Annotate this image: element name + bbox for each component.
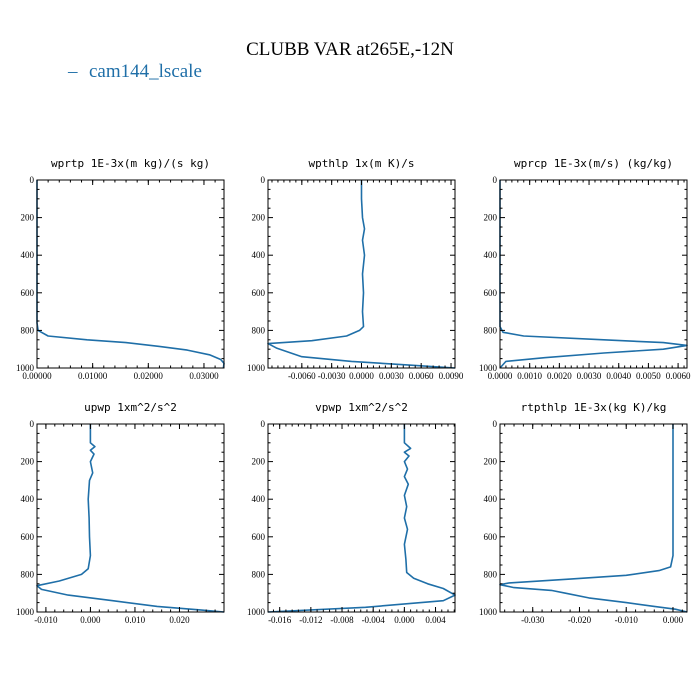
y-tick-label: 0	[261, 419, 266, 429]
x-tick-label: -0.016	[268, 615, 292, 625]
x-tick-label: -0.0060	[288, 371, 316, 381]
panel-1: wprtp 1E-3x(m kg)/(s kg) 0 200 400 600 800 100…	[16, 157, 225, 381]
panel-2: wpthlp 1x(m K)/s 0 200 400 600 800 1000 -0.0060…	[247, 157, 464, 381]
y-tick-label: 400	[484, 494, 498, 504]
x-tick-label: 0.0000	[488, 371, 513, 381]
x-tick-label: -0.004	[362, 615, 386, 625]
figure-title: CLUBB VAR at265E,-12N	[246, 39, 454, 60]
y-tick-label: 200	[252, 457, 266, 467]
legend: – cam144_lscale	[67, 61, 202, 82]
panel-3: wprcp 1E-3x(m/s) (kg/kg) 0 200 400 600 800 100…	[479, 157, 691, 381]
series-line	[36, 424, 225, 613]
y-tick-label: 1000	[479, 363, 498, 373]
y-tick-label: 800	[252, 569, 266, 579]
y-tick-label: 200	[484, 213, 498, 223]
series-line	[267, 424, 456, 613]
y-tick-label: 400	[252, 494, 266, 504]
y-tick-label: 600	[484, 532, 498, 542]
y-tick-label: 800	[21, 569, 35, 579]
y-tick-label: 0	[30, 419, 35, 429]
panel-title: rtpthlp 1E-3x(kg K)/kg	[521, 401, 667, 414]
x-tick-label: -0.030	[521, 615, 545, 625]
x-tick-label: 0.0000	[349, 371, 374, 381]
y-tick-label: 600	[484, 288, 498, 298]
panel-title: wprtp 1E-3x(m kg)/(s kg)	[51, 157, 210, 170]
x-tick-label: 0.0060	[666, 371, 691, 381]
x-tick-label: 0.03000	[189, 371, 219, 381]
y-tick-label: 1000	[16, 607, 35, 617]
y-tick-label: 800	[484, 325, 498, 335]
y-tick-label: 200	[484, 457, 498, 467]
y-tick-label: 600	[21, 532, 35, 542]
y-tick-label: 800	[252, 325, 266, 335]
x-tick-label: 0.0090	[439, 371, 464, 381]
x-tick-label: 0.0010	[517, 371, 542, 381]
y-tick-label: 0	[493, 419, 498, 429]
x-tick-label: -0.010	[615, 615, 639, 625]
x-tick-label: 0.004	[425, 615, 446, 625]
y-tick-label: 0	[261, 175, 266, 185]
series-line	[36, 180, 225, 369]
plot-frame	[36, 179, 225, 369]
plot-frame	[36, 423, 225, 613]
x-tick-label: 0.01000	[78, 371, 108, 381]
x-tick-label: 0.020	[169, 615, 190, 625]
panel-5: vpwp 1xm^2/s^2 0 200 400 600 800 1000-0.016 -0.…	[247, 401, 456, 625]
x-tick-label: 0.0040	[606, 371, 631, 381]
x-tick-label: 0.0050	[636, 371, 661, 381]
panel-4: upwp 1xm^2/s^2 0 200 400 600 800 1000-0.010 0.0…	[16, 401, 225, 625]
x-tick-label: -0.012	[299, 615, 322, 625]
series-line	[267, 180, 456, 369]
y-tick-label: 0	[493, 175, 498, 185]
y-tick-label: 200	[21, 213, 35, 223]
y-tick-label: 400	[484, 250, 498, 260]
y-tick-label: 800	[484, 569, 498, 579]
y-tick-label: 400	[21, 494, 35, 504]
y-tick-label: 1000	[16, 363, 35, 373]
x-tick-label: 0.00000	[22, 371, 52, 381]
series-line	[499, 180, 688, 369]
x-tick-label: -0.010	[34, 615, 58, 625]
panel-grid: wprtp 1E-3x(m kg)/(s kg) 0 200 400 600 800 100…	[16, 157, 691, 625]
x-tick-label: -0.020	[568, 615, 592, 625]
series-line	[499, 424, 688, 613]
y-tick-label: 600	[21, 288, 35, 298]
panel-title: upwp 1xm^2/s^2	[84, 401, 177, 414]
panel-title: wprcp 1E-3x(m/s) (kg/kg)	[514, 157, 673, 170]
panel-title: vpwp 1xm^2/s^2	[315, 401, 408, 414]
y-tick-label: 200	[252, 213, 266, 223]
x-tick-label: -0.008	[330, 615, 354, 625]
y-tick-label: 600	[252, 532, 266, 542]
x-tick-label: 0.0030	[379, 371, 404, 381]
panel-title: wpthlp 1x(m K)/s	[309, 157, 415, 170]
panel-6: rtpthlp 1E-3x(kg K)/kg 0 200 400 600 800 1000 -…	[479, 401, 688, 625]
x-tick-label: 0.0060	[409, 371, 434, 381]
y-tick-label: 400	[252, 250, 266, 260]
x-tick-label: -0.0030	[318, 371, 346, 381]
y-tick-label: 0	[30, 175, 35, 185]
y-tick-label: 1000	[479, 607, 498, 617]
x-tick-label: 0.02000	[134, 371, 164, 381]
x-tick-label: 0.000	[80, 615, 101, 625]
y-tick-label: 200	[21, 457, 35, 467]
y-tick-label: 1000	[247, 363, 266, 373]
y-tick-label: 1000	[247, 607, 266, 617]
y-tick-label: 600	[252, 288, 266, 298]
x-tick-label: 0.0020	[547, 371, 572, 381]
plot-frame	[499, 423, 688, 613]
y-tick-label: 400	[21, 250, 35, 260]
x-tick-label: 0.0030	[577, 371, 602, 381]
x-tick-label: 0.010	[125, 615, 146, 625]
y-tick-label: 800	[21, 325, 35, 335]
x-tick-label: 0.000	[663, 615, 684, 625]
legend-label: cam144_lscale	[89, 61, 202, 82]
x-tick-label: 0.000	[394, 615, 415, 625]
legend-line-swatch: –	[67, 61, 78, 82]
